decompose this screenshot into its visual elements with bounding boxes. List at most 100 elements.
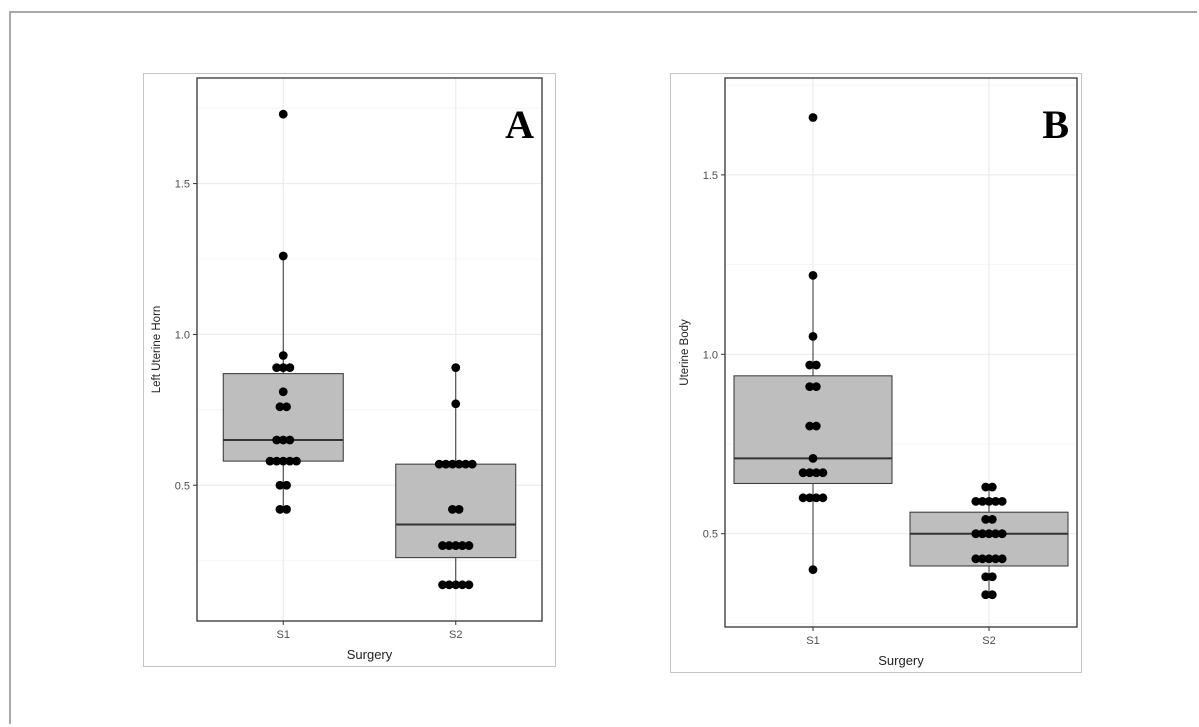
x-axis-title: Surgery <box>347 647 393 662</box>
data-point <box>448 504 457 514</box>
points-s1 <box>798 113 828 574</box>
data-point <box>981 514 991 524</box>
data-point <box>971 529 981 539</box>
data-point <box>805 421 815 431</box>
y-tick-label: 1.0 <box>175 329 190 341</box>
data-point <box>987 590 997 600</box>
data-point <box>457 541 467 550</box>
data-point <box>811 382 821 391</box>
data-point <box>991 497 1000 506</box>
data-point <box>805 468 815 478</box>
data-point <box>282 504 291 514</box>
data-point <box>278 351 288 360</box>
data-point <box>971 497 981 506</box>
data-point <box>805 382 815 391</box>
data-point <box>451 580 461 590</box>
data-point <box>278 251 288 261</box>
chart-a-svg: 0.5 1.0 1.5 S1 S2 Surgery Left Uterine Horn A <box>151 77 543 662</box>
data-point <box>275 480 285 490</box>
data-point <box>282 480 291 490</box>
box-iqr <box>733 375 893 484</box>
data-point <box>272 363 282 372</box>
data-point <box>285 435 295 445</box>
data-point <box>987 482 997 492</box>
data-point <box>467 459 477 469</box>
data-point <box>971 554 981 564</box>
data-point <box>448 459 457 469</box>
data-point <box>805 493 815 503</box>
data-point <box>441 459 451 469</box>
panel-label: A <box>505 102 534 147</box>
data-point <box>981 482 991 492</box>
data-point <box>451 399 461 409</box>
data-point <box>811 468 821 478</box>
data-point <box>438 580 447 590</box>
box-s1 <box>733 275 893 570</box>
data-point <box>987 514 997 524</box>
data-point <box>282 402 291 412</box>
data-point <box>818 493 828 503</box>
data-point <box>818 468 828 478</box>
data-point <box>275 402 285 412</box>
panel-label: B <box>1042 102 1069 147</box>
data-point <box>292 456 301 466</box>
data-point <box>464 580 474 590</box>
gridlines <box>197 78 542 621</box>
data-point <box>997 529 1007 539</box>
data-point <box>278 109 288 119</box>
y-tick-label: 1.5 <box>175 179 190 191</box>
chart-panel-a: 0.5 1.0 1.5 S1 S2 Surgery Left Uterine Horn A <box>143 73 556 667</box>
data-point <box>444 541 454 550</box>
chart-b-svg: 0.5 1.0 1.5 S1 S2 Surgery Uterine Body B <box>679 77 1078 668</box>
data-point <box>987 572 997 582</box>
points-s2 <box>434 363 477 590</box>
data-point <box>278 435 288 445</box>
data-point <box>272 435 282 445</box>
x-tick-label: S2 <box>449 629 462 641</box>
y-axis-title: Uterine Body <box>679 319 691 386</box>
data-point <box>285 363 295 372</box>
data-point <box>808 453 818 463</box>
data-point <box>808 113 818 122</box>
y-tick-label: 0.5 <box>703 529 718 541</box>
box-iqr <box>222 373 344 462</box>
data-point <box>438 541 447 550</box>
data-point <box>461 459 471 469</box>
data-point <box>454 459 464 469</box>
data-point <box>265 456 275 466</box>
data-point <box>997 554 1007 564</box>
y-tick-label: 0.5 <box>175 480 190 492</box>
data-point <box>981 590 991 600</box>
figure-frame <box>9 11 1197 724</box>
data-point <box>991 554 1000 564</box>
chart-panel-b: 0.5 1.0 1.5 S1 S2 Surgery Uterine Body B <box>670 73 1082 673</box>
x-tick-label: S1 <box>277 629 290 641</box>
y-tick-label: 1.5 <box>703 170 718 182</box>
data-point <box>798 493 808 503</box>
data-point <box>434 459 444 469</box>
data-point <box>984 529 994 539</box>
data-point <box>464 541 474 550</box>
plot-border <box>196 77 543 622</box>
data-point <box>805 360 815 370</box>
data-point <box>978 554 987 564</box>
data-point <box>811 421 821 431</box>
x-tick-label: S2 <box>982 635 995 647</box>
data-point <box>997 497 1007 506</box>
data-point <box>278 387 288 397</box>
data-point <box>798 468 808 478</box>
data-point <box>808 331 818 341</box>
data-point <box>808 565 818 574</box>
plot-border <box>724 77 1078 628</box>
data-point <box>275 504 285 514</box>
y-tick-label: 1.0 <box>703 349 718 361</box>
data-point <box>978 529 987 539</box>
data-point <box>454 504 464 514</box>
data-point <box>272 456 282 466</box>
data-point <box>811 493 821 503</box>
points-s1 <box>265 109 301 514</box>
data-point <box>981 572 991 582</box>
data-point <box>808 270 818 280</box>
y-axis-title: Left Uterine Horn <box>151 306 163 394</box>
data-point <box>285 456 295 466</box>
